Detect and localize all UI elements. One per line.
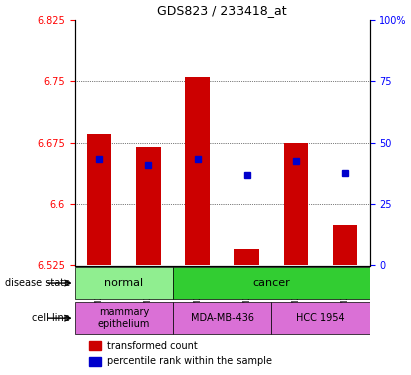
Bar <box>89 341 101 350</box>
Text: cancer: cancer <box>252 278 290 288</box>
FancyBboxPatch shape <box>75 302 173 334</box>
Text: transformed count: transformed count <box>107 340 198 351</box>
Text: MDA-MB-436: MDA-MB-436 <box>191 313 254 323</box>
Text: HCC 1954: HCC 1954 <box>296 313 345 323</box>
FancyBboxPatch shape <box>173 302 271 334</box>
Bar <box>89 357 101 366</box>
FancyBboxPatch shape <box>173 267 369 299</box>
Text: disease state: disease state <box>5 278 70 288</box>
Text: mammary
epithelium: mammary epithelium <box>97 308 150 329</box>
Bar <box>136 147 161 266</box>
Text: normal: normal <box>104 278 143 288</box>
Title: GDS823 / 233418_at: GDS823 / 233418_at <box>157 4 287 17</box>
Bar <box>185 77 210 266</box>
Bar <box>333 225 357 266</box>
Bar <box>284 142 308 266</box>
Bar <box>234 249 259 266</box>
FancyBboxPatch shape <box>271 302 369 334</box>
Text: percentile rank within the sample: percentile rank within the sample <box>107 356 272 366</box>
FancyBboxPatch shape <box>75 267 173 299</box>
Text: cell line: cell line <box>32 313 70 323</box>
Bar <box>87 134 111 266</box>
